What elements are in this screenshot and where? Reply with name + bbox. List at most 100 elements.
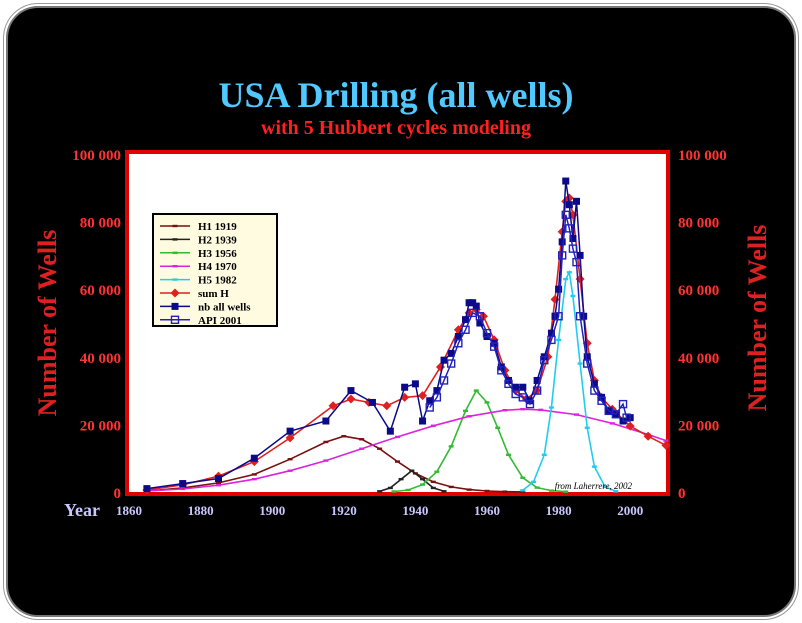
data-point — [563, 277, 569, 281]
data-point — [426, 397, 434, 405]
data-point — [564, 193, 574, 203]
legend-entry: nb all wells — [160, 301, 251, 313]
data-point — [609, 422, 615, 425]
series-line — [429, 214, 628, 418]
y-tick-left: 100 000 — [72, 148, 121, 164]
data-point — [216, 481, 221, 485]
data-point — [251, 477, 257, 481]
data-point — [475, 312, 485, 321]
data-point — [570, 294, 576, 298]
data-point — [439, 376, 449, 385]
legend-entry: sum H — [160, 288, 229, 300]
data-point — [591, 465, 597, 468]
data-point — [172, 251, 178, 254]
data-point — [401, 383, 409, 391]
data-point — [170, 288, 180, 298]
data-point — [172, 224, 178, 228]
x-tick: 2000 — [617, 503, 643, 518]
legend-entry: H1 1919 — [160, 221, 237, 233]
series-line — [393, 389, 566, 493]
data-point — [558, 238, 566, 246]
legend-label: H4 1970 — [198, 261, 237, 273]
data-point — [409, 469, 415, 472]
x-tick: 1980 — [546, 503, 572, 518]
series-h2-1939 — [377, 469, 447, 493]
data-point — [405, 488, 411, 492]
y-tick-right: 60 000 — [678, 283, 719, 299]
data-point — [170, 315, 180, 324]
data-point — [572, 257, 581, 267]
x-tick: 1880 — [188, 503, 214, 518]
data-point — [430, 480, 436, 484]
data-point — [172, 265, 178, 268]
data-point — [430, 486, 436, 490]
legend-entry: API 2001 — [160, 315, 242, 327]
legend-entry: H3 1956 — [160, 248, 237, 260]
data-point — [171, 302, 179, 310]
data-point — [484, 401, 490, 404]
data-point — [502, 409, 508, 412]
data-point — [461, 325, 470, 334]
data-point — [569, 235, 577, 242]
data-point — [418, 391, 428, 401]
data-point — [391, 490, 397, 493]
y-tick-left: 20 000 — [80, 418, 121, 434]
data-point — [557, 251, 567, 260]
data-point — [520, 489, 526, 492]
data-point — [448, 485, 454, 489]
y-tick-right: 0 — [678, 486, 686, 502]
data-point — [618, 399, 628, 409]
data-point — [465, 299, 473, 307]
data-point — [395, 435, 400, 439]
data-point — [554, 312, 563, 321]
data-point — [250, 454, 258, 462]
data-point — [411, 380, 419, 388]
data-point — [583, 353, 591, 361]
chart-subtitle: with 5 Hubbert cycles modeling — [261, 117, 531, 139]
data-point — [590, 386, 599, 395]
axis-ticks: 0 0 20 000 20 000 40 000 40 000 60 000 60 000 80… — [72, 148, 727, 518]
data-point — [382, 401, 392, 411]
data-point — [489, 342, 499, 351]
y-tick-left: 80 000 — [80, 216, 121, 232]
y-tick-right: 80 000 — [678, 216, 719, 232]
data-point — [562, 177, 570, 185]
data-point — [531, 480, 537, 484]
series-api-2001 — [425, 210, 631, 422]
data-point — [322, 417, 330, 425]
data-point — [484, 489, 490, 493]
y-axis-label-right: Number of Wells — [743, 225, 772, 412]
data-point — [520, 476, 526, 480]
legend-label: H3 1956 — [198, 248, 237, 260]
data-point — [287, 469, 293, 472]
y-tick-right: 40 000 — [678, 351, 719, 367]
data-point — [216, 484, 221, 487]
data-point — [573, 197, 580, 205]
data-point — [143, 485, 151, 493]
data-point — [215, 474, 222, 482]
data-point — [433, 387, 441, 395]
data-point — [454, 339, 463, 348]
data-point — [420, 477, 426, 481]
data-point — [377, 447, 383, 450]
data-point — [556, 338, 562, 342]
data-point — [172, 238, 178, 241]
y-tick-right: 20 000 — [678, 418, 719, 434]
data-point — [561, 210, 570, 220]
data-point — [574, 413, 579, 416]
data-point — [584, 426, 590, 429]
y-axis-label-left: Number of Wells — [33, 230, 62, 417]
data-point — [377, 490, 383, 493]
data-point — [512, 383, 520, 391]
data-point — [520, 407, 526, 411]
data-point — [576, 251, 584, 259]
data-point — [172, 278, 178, 281]
data-point — [611, 410, 621, 419]
data-point — [419, 417, 427, 425]
legend-label: sum H — [198, 288, 229, 300]
data-point — [625, 421, 635, 431]
y-tick-left: 60 000 — [80, 283, 121, 299]
data-point — [547, 329, 555, 337]
data-point — [323, 440, 329, 444]
